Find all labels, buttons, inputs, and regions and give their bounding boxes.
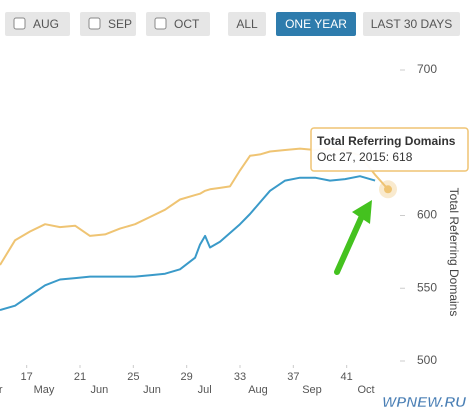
plot: 50055060065070017212529333741AprMayJunJu… (0, 62, 461, 398)
month-tick-label: Apr (0, 384, 3, 396)
checkbox[interactable]: OCT (146, 12, 210, 36)
tooltip: Total Referring Domains Oct 27, 2015: 61… (310, 127, 469, 172)
checkbox-label: AUG (33, 17, 59, 31)
button[interactable]: ALL (228, 12, 266, 36)
y-tick-label: 500 (417, 353, 437, 367)
checkbox[interactable]: AUG (5, 12, 70, 36)
button[interactable]: LAST 30 DAYS (363, 12, 460, 36)
month-tick-label: Jul (198, 384, 212, 396)
checkbox-box (154, 17, 167, 30)
button-label: ONE YEAR (285, 17, 347, 31)
controls: AUG SEP OCT ALL ONE YEAR LAST 30 DAYS (5, 12, 460, 36)
x-tick-label: 37 (287, 371, 299, 383)
y-tick-label: 600 (417, 208, 437, 222)
tooltip-box (310, 127, 469, 172)
month-tick-label: Jun (143, 384, 161, 396)
x-tick-label: 33 (234, 371, 246, 383)
button-bg (228, 12, 266, 36)
button-bg (363, 12, 460, 36)
y-tick-label: 550 (417, 280, 437, 294)
x-tick-label: 17 (21, 371, 33, 383)
tooltip-title: Total Referring Domains (317, 134, 456, 148)
month-tick-label: Sep (302, 384, 322, 396)
button[interactable]: ONE YEAR (276, 12, 356, 36)
watermark: WPNEW.RU (382, 394, 467, 411)
button-bg (276, 12, 356, 36)
tooltip-text: Oct 27, 2015: 618 (317, 150, 413, 164)
month-tick-label: May (34, 384, 55, 396)
x-tick-label: 41 (341, 371, 353, 383)
series-line (0, 175, 376, 312)
y-axis-title: Total Referring Domains (447, 188, 461, 317)
month-tick-label: Jun (90, 384, 108, 396)
y-tick-label: 700 (417, 62, 437, 76)
checkbox-label: SEP (108, 17, 132, 31)
arrow (334, 213, 365, 275)
x-tick-label: 25 (127, 371, 139, 383)
x-tick-label: 21 (74, 371, 86, 383)
checkbox-label: OCT (174, 17, 200, 31)
arrow-head (352, 200, 372, 224)
checkbox[interactable]: SEP (80, 12, 136, 36)
x-tick-label: 29 (181, 371, 193, 383)
month-tick-label: Aug (248, 384, 268, 396)
checkbox-box (88, 17, 101, 30)
button-label: LAST 30 DAYS (371, 17, 453, 31)
hover-marker (384, 185, 392, 194)
checkbox-box (13, 17, 26, 30)
month-tick-label: Oct (357, 384, 374, 396)
button-label: ALL (236, 17, 258, 31)
